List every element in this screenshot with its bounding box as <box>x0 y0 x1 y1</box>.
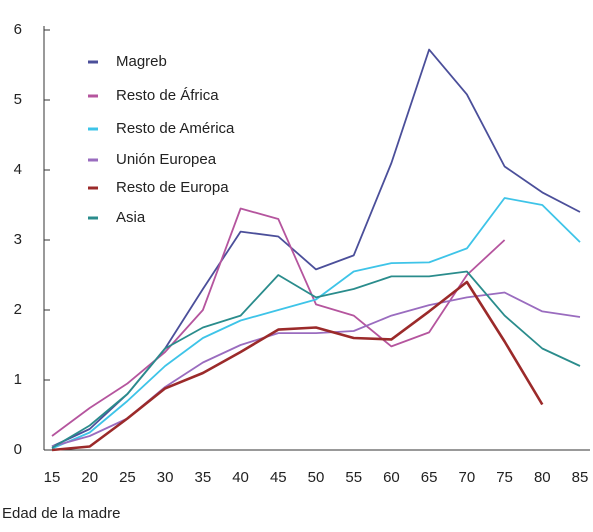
y-tick-label: 2 <box>14 301 22 318</box>
y-tick-label: 0 <box>14 441 22 458</box>
y-tick-label: 4 <box>14 161 22 178</box>
x-tick-label: 55 <box>345 469 362 486</box>
line <box>51 280 544 452</box>
x-tick-label: 35 <box>195 469 212 486</box>
legend-label: Resto de Europa <box>116 179 229 196</box>
x-tick-label: 80 <box>534 469 551 486</box>
x-tick-label: 20 <box>81 469 98 486</box>
x-tick-label: 25 <box>119 469 136 486</box>
line <box>51 197 581 450</box>
x-tick-label: 70 <box>459 469 476 486</box>
y-tick-label: 1 <box>14 371 22 388</box>
legend-label: Magreb <box>116 53 167 70</box>
x-tick-label: 60 <box>383 469 400 486</box>
x-tick-label: 40 <box>232 469 249 486</box>
legend-label: Asia <box>116 209 146 226</box>
line <box>51 48 581 448</box>
legend-label: Unión Europea <box>116 151 217 168</box>
x-tick-label: 45 <box>270 469 287 486</box>
x-tick-label: 75 <box>496 469 513 486</box>
x-tick-label: 65 <box>421 469 438 486</box>
y-tick-label: 5 <box>14 91 22 108</box>
y-tick-label: 3 <box>14 231 22 248</box>
x-axis-label: Edad de la madre <box>2 505 120 522</box>
x-tick-label: 50 <box>308 469 325 486</box>
line <box>51 270 581 449</box>
legend-label: Resto de América <box>116 120 235 137</box>
y-tick-label: 6 <box>14 21 22 38</box>
x-tick-label: 15 <box>44 469 61 486</box>
line <box>51 291 581 448</box>
line <box>51 207 506 437</box>
x-tick-label: 30 <box>157 469 174 486</box>
x-tick-label: 85 <box>572 469 589 486</box>
legend-label: Resto de África <box>116 87 219 104</box>
